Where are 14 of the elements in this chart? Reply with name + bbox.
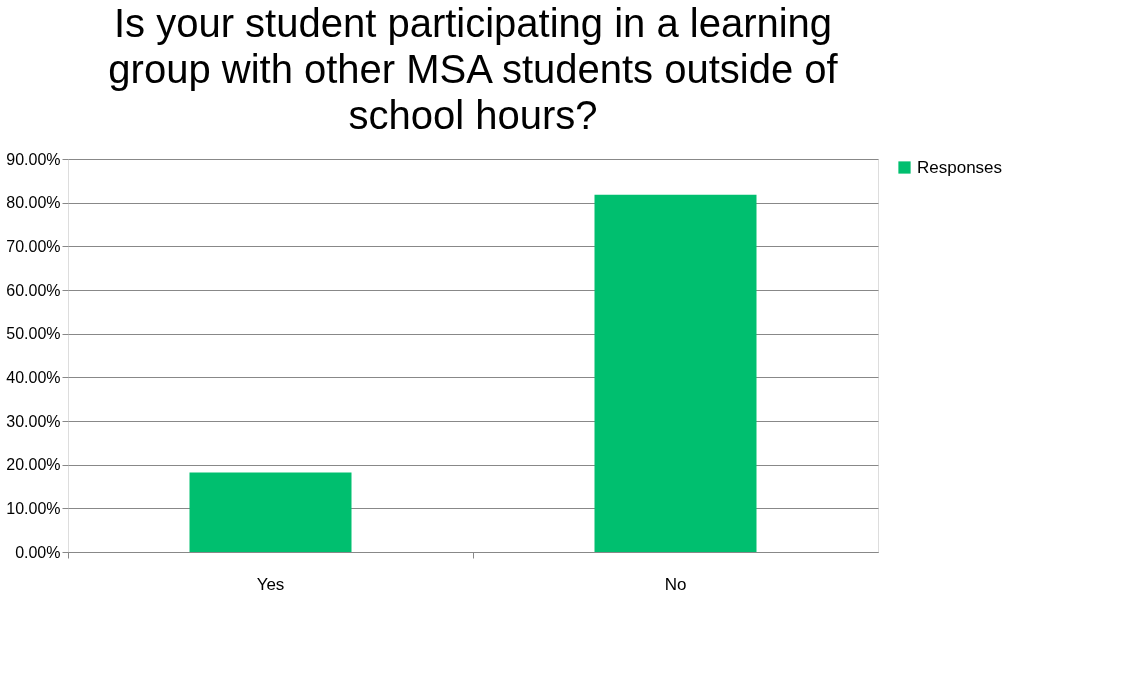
y-tick-label: 20.00% xyxy=(6,456,61,474)
x-tick-label: Yes xyxy=(256,574,285,594)
x-tick-label: No xyxy=(664,574,687,594)
y-tick-label: 80.00% xyxy=(6,194,61,212)
y-tick-label: 60.00% xyxy=(6,281,61,299)
y-tick-label: 90.00% xyxy=(6,150,61,168)
y-tick-label: 10.00% xyxy=(6,499,61,517)
chart-title: Is your student participating in a learning group with other MSA students outside of school hours? xyxy=(108,1,839,137)
y-tick-label: 30.00% xyxy=(6,412,61,430)
y-tick-label: 40.00% xyxy=(6,368,61,386)
y-tick-label: 0.00% xyxy=(15,543,61,561)
y-tick-label: 50.00% xyxy=(6,325,61,343)
legend-label: Responses xyxy=(917,157,1003,177)
y-tick-label: 70.00% xyxy=(6,237,61,255)
